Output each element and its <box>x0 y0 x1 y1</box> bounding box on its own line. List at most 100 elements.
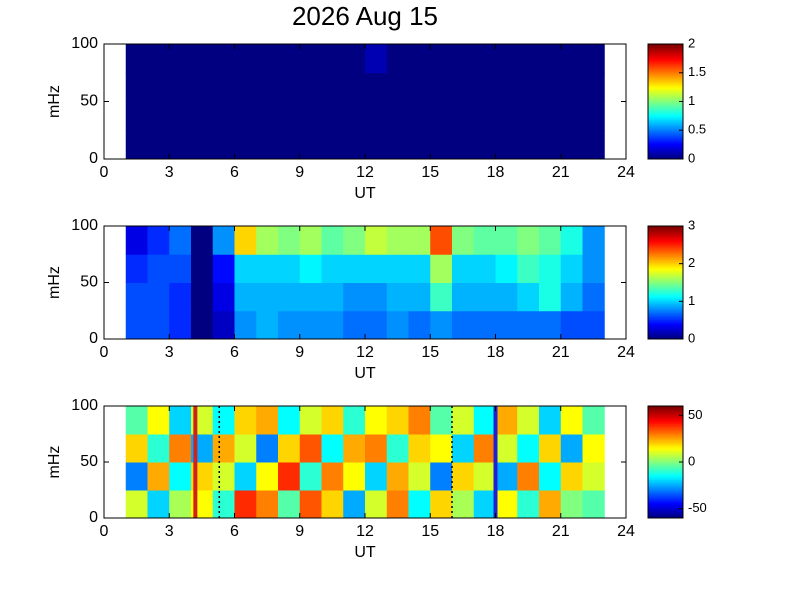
heatmap-cell <box>495 44 518 74</box>
colorbar-swatch <box>648 495 683 498</box>
colorbar-swatch <box>648 238 683 241</box>
heatmap-cell <box>147 254 170 283</box>
heatmap-cell <box>452 254 475 283</box>
heatmap-cell <box>517 44 540 74</box>
heatmap-cell <box>560 254 583 283</box>
heatmap-cell <box>582 44 605 74</box>
heatmap-cell <box>147 44 170 74</box>
colorbar-swatch <box>648 148 683 151</box>
heatmap-cell <box>147 101 170 131</box>
heatmap-cell <box>299 44 322 74</box>
colorbar-swatch <box>648 286 683 289</box>
heatmap-cell <box>343 462 366 491</box>
heatmap-cell <box>234 406 257 435</box>
heatmap-cell <box>299 310 322 340</box>
heatmap-cell <box>386 72 409 102</box>
heatmap-cell <box>256 310 279 340</box>
heatmap-cell <box>582 101 605 131</box>
y-axis-label: mHz <box>46 266 63 299</box>
colorbar-swatch <box>648 114 683 117</box>
colorbar-swatch <box>648 85 683 88</box>
x-tick-label: 21 <box>552 344 570 361</box>
colorbar-swatch <box>648 509 683 512</box>
heatmap-cell <box>495 226 518 255</box>
colorbar-swatch <box>648 103 683 106</box>
colorbar-swatch <box>648 146 683 149</box>
colorbar-swatch <box>648 328 683 331</box>
heatmap-cell <box>430 462 453 491</box>
heatmap-cell <box>212 254 235 283</box>
colorbar-swatch <box>648 507 683 510</box>
colorbar-swatch <box>648 44 683 47</box>
colorbar-swatch <box>648 455 683 458</box>
heatmap-cell <box>169 434 192 463</box>
heatmap-cell <box>125 226 148 255</box>
heatmap-cell <box>582 72 605 102</box>
heatmap-cell <box>495 72 518 102</box>
colorbar-swatch <box>648 123 683 126</box>
colorbar-swatch <box>648 74 683 77</box>
colorbar-tick-label: 3 <box>688 217 695 232</box>
x-tick-label: 9 <box>295 344 304 361</box>
heatmap-cell <box>234 490 257 519</box>
colorbar-swatch <box>648 151 683 155</box>
heatmap-cell <box>582 406 605 435</box>
colorbar-swatch <box>648 420 683 423</box>
heatmap-cell <box>539 72 562 102</box>
heatmap-cell <box>256 490 279 519</box>
colorbar-swatch <box>648 132 683 135</box>
heatmap-cell <box>321 310 344 340</box>
y-tick-label: 100 <box>71 35 98 52</box>
colorbar-swatch <box>648 467 683 470</box>
colorbar-swatch <box>648 248 683 252</box>
colorbar-swatch <box>648 271 683 275</box>
heatmap-cell <box>539 254 562 283</box>
heatmap-cell <box>386 254 409 283</box>
colorbar-tick-label: 0 <box>688 453 695 468</box>
colorbar-swatch <box>648 139 683 142</box>
colorbar-swatch <box>648 87 683 90</box>
colorbar-swatch <box>648 504 683 507</box>
heatmap-cell <box>473 226 496 255</box>
heatmap-cell <box>169 226 192 255</box>
heatmap-cell <box>125 44 148 74</box>
heatmap-cell <box>473 130 496 160</box>
heatmap-cell <box>365 406 388 435</box>
heatmap-cell <box>299 490 322 519</box>
colorbar-swatch <box>648 437 683 440</box>
colorbar-swatch <box>648 58 683 61</box>
x-tick-label: 9 <box>295 523 304 540</box>
colorbar-swatch <box>648 462 683 465</box>
x-tick-label: 18 <box>487 164 505 181</box>
colorbar-swatch <box>648 135 683 138</box>
heatmap-cell <box>343 406 366 435</box>
heatmap-cell <box>495 282 518 312</box>
colorbar-swatch <box>648 430 683 433</box>
colorbar-swatch <box>648 92 683 95</box>
heatmap-cell <box>147 72 170 102</box>
x-tick-label: 24 <box>617 344 635 361</box>
heatmap-cell <box>452 226 475 255</box>
heatmap-cell <box>321 434 344 463</box>
colorbar-swatch <box>648 484 683 487</box>
x-tick-label: 12 <box>356 164 374 181</box>
heatmap-cell <box>517 434 540 463</box>
colorbar-swatch <box>648 72 683 76</box>
colorbar-swatch <box>648 121 683 124</box>
y-tick-label: 0 <box>89 509 98 526</box>
heatmap-cell <box>125 101 148 131</box>
heatmap-cell <box>473 490 496 519</box>
colorbar-swatch <box>648 421 683 424</box>
colorbar-swatch <box>648 47 683 50</box>
heatmap-cell <box>234 44 257 74</box>
heatmap-cell <box>299 101 322 131</box>
x-tick-label: 6 <box>230 164 239 181</box>
heatmap-cell <box>147 406 170 435</box>
heatmap-cell <box>256 44 279 74</box>
colorbar-swatch <box>648 119 683 122</box>
colorbar-swatch <box>648 245 683 248</box>
heatmap-cell <box>560 282 583 312</box>
colorbar-swatch <box>648 481 683 484</box>
heatmap-cell <box>430 282 453 312</box>
heatmap-cell <box>212 44 235 74</box>
